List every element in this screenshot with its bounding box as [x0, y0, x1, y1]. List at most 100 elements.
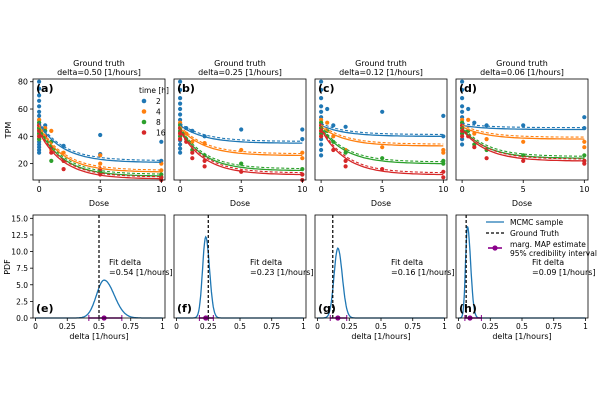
panel-subtitle: delta=0.12 [1/hours] — [339, 68, 423, 77]
x-tick-label: 0.25 — [200, 322, 217, 331]
fit-delta-value: =0.23 [1/hours] — [250, 268, 314, 277]
scatter-point-2h — [178, 112, 183, 117]
scatter-point-4h — [582, 139, 587, 144]
scatter-point-16h — [521, 158, 526, 163]
y-tick-label: 5.0 — [16, 281, 28, 290]
scatter-point-2h — [380, 109, 385, 114]
x-tick-label: 0 — [33, 322, 38, 331]
scatter-point-2h — [178, 142, 183, 147]
scatter-point-16h — [343, 158, 348, 163]
scatter-point-2h — [178, 101, 183, 106]
scatter-point-2h — [300, 127, 305, 132]
scatter-point-2h — [178, 106, 183, 112]
truth-curve-2h — [462, 122, 585, 129]
x-tick-label: 0.75 — [122, 322, 139, 331]
truth-curve-4h — [38, 124, 162, 171]
scatter-point-16h — [441, 175, 446, 180]
y-tick-label: 2.5 — [16, 297, 28, 306]
scatter-point-2h — [472, 120, 477, 125]
legend-label: Ground Truth — [510, 229, 559, 238]
scatter-point-8h — [49, 158, 54, 163]
x-tick-label: 10 — [156, 185, 166, 194]
scatter-point-16h — [343, 164, 348, 169]
scatter-point-2h — [460, 87, 465, 92]
panel-label: (e) — [36, 302, 54, 315]
scatter-point-4h — [582, 145, 587, 150]
y-tick-label: 20 — [18, 160, 28, 169]
scatter-point-2h — [319, 153, 324, 158]
scatter-point-2h — [521, 123, 526, 128]
x-tick-label: 1 — [160, 322, 165, 331]
truth-curve-4h — [179, 125, 303, 155]
truth-curve-2h — [179, 123, 303, 142]
truth-curve-16h — [179, 128, 303, 174]
scatter-point-2h — [319, 87, 324, 92]
legend-marker-2h — [141, 98, 147, 104]
panel-subtitle: delta=0.06 [1/hours] — [480, 68, 564, 77]
truth-curve-8h — [179, 127, 303, 170]
scatter-point-2h — [319, 147, 324, 153]
x-tick-label: 0.25 — [59, 322, 76, 331]
scatter-point-16h — [190, 150, 195, 155]
scatter-point-2h — [319, 142, 324, 147]
scatter-point-16h — [472, 145, 477, 150]
scatter-point-2h — [343, 124, 348, 129]
scatter-point-2h — [37, 93, 42, 98]
x-tick-label: 0 — [174, 322, 179, 331]
fit-curve-4h — [320, 126, 444, 147]
y-axis-label: PDF — [3, 259, 12, 275]
y-tick-label: 40 — [18, 132, 28, 141]
x-tick-label: 0.5 — [234, 322, 246, 331]
scatter-point-2h — [37, 150, 42, 155]
fit-curve-8h — [38, 129, 162, 177]
scatter-point-4h — [190, 139, 195, 144]
scatter-point-16h — [202, 164, 207, 169]
scatter-point-2h — [460, 96, 465, 101]
y-tick-label: 10.0 — [11, 248, 28, 257]
x-tick-label: 10 — [579, 185, 589, 194]
fit-curve-4h — [461, 126, 585, 140]
scatter-point-16h — [582, 161, 587, 166]
scatter-point-16h — [460, 134, 465, 139]
x-axis-label: delta [1/hours] — [69, 332, 128, 341]
fit-curve-4h — [179, 127, 303, 157]
fit-curve-8h — [320, 127, 444, 165]
scatter-point-16h — [484, 156, 489, 161]
scatter-point-2h — [319, 104, 324, 109]
scatter-point-2h — [460, 109, 465, 114]
truth-curve-4h — [320, 124, 444, 145]
x-tick-label: 0.5 — [516, 322, 528, 331]
panel-title: Ground truth — [355, 59, 407, 68]
x-axis-label: delta [1/hours] — [351, 332, 410, 341]
scatter-point-2h — [98, 132, 103, 138]
scatter-point-2h — [37, 113, 42, 118]
legend-label: 2 — [156, 97, 161, 106]
legend-title: time [h] — [139, 86, 169, 95]
fit-delta-annotation: Fit delta — [250, 258, 282, 267]
fit-curve-2h — [38, 123, 162, 163]
truth-curve-8h — [320, 125, 444, 163]
scatter-point-4h — [300, 156, 305, 161]
x-tick-label: 5 — [98, 185, 103, 194]
fit-delta-annotation: Fit delta — [391, 258, 423, 267]
panel-label: (a) — [36, 82, 53, 95]
scatter-point-2h — [325, 106, 330, 112]
panel-label: (c) — [318, 82, 335, 95]
truth-curve-2h — [38, 121, 162, 161]
scatter-point-2h — [37, 109, 42, 114]
scatter-point-4h — [325, 120, 330, 125]
axes-frame — [173, 78, 307, 181]
fit-curve-16h — [38, 131, 162, 180]
panel-label: (b) — [177, 82, 195, 95]
scatter-point-2h — [178, 87, 183, 92]
x-tick-label: 0 — [319, 185, 324, 194]
x-tick-label: 10 — [297, 185, 307, 194]
y-tick-label: 12.5 — [11, 231, 28, 240]
legend-label: marg. MAP estimate — [510, 240, 586, 249]
y-tick-label: 60 — [18, 105, 28, 114]
panel-title: Ground truth — [496, 59, 548, 68]
scatter-point-2h — [159, 139, 164, 144]
scatter-point-2h — [239, 127, 244, 132]
x-tick-label: 1 — [301, 322, 306, 331]
